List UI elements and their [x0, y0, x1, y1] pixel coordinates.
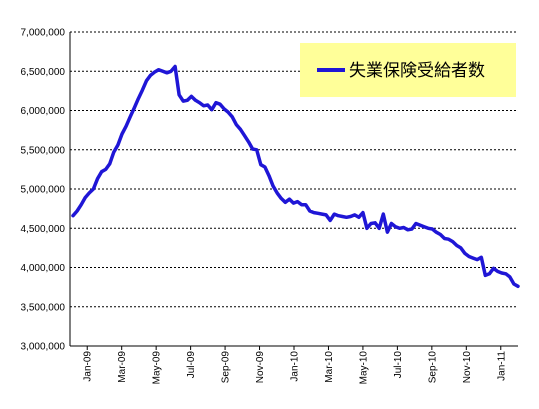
- legend: 失業保険受給者数: [300, 43, 516, 97]
- y-axis-tick-labels: 3,000,000 3,500,000 4,000,000 4,500,000 5,00…: [21, 28, 66, 353]
- y-tick-label: 5,000,000: [21, 185, 66, 196]
- series-group: [71, 64, 520, 289]
- y-tick-label: 4,500,000: [21, 224, 66, 235]
- series-line: [71, 64, 520, 289]
- x-tick-label: Nov-10: [462, 351, 473, 384]
- x-tick-label: Jan-11: [496, 351, 507, 381]
- y-tick-label: 6,000,000: [21, 106, 66, 117]
- x-tick-label: Sep-09: [221, 351, 232, 384]
- x-tick-label: Jan-10: [290, 351, 301, 382]
- y-tick-label: 3,500,000: [21, 302, 66, 313]
- y-tick-label: 6,500,000: [21, 67, 66, 78]
- x-tick-label: Nov-09: [255, 351, 266, 384]
- x-tick-label: Mar-10: [324, 351, 335, 383]
- x-tick-label: Sep-10: [427, 351, 438, 384]
- x-tick-label: Jul-09: [186, 351, 197, 379]
- gridlines: [70, 31, 518, 308]
- y-tick-label: 4,000,000: [21, 263, 66, 274]
- x-tick-label: Jul-10: [393, 351, 404, 379]
- y-tick-label: 7,000,000: [21, 28, 66, 39]
- y-tick-label: 3,000,000: [21, 342, 66, 353]
- y-tick-label: 5,500,000: [21, 145, 66, 156]
- x-axis-ticks: [86, 346, 502, 350]
- x-tick-label: Mar-09: [117, 351, 128, 383]
- x-tick-label: Jan-09: [83, 351, 94, 382]
- legend-label: 失業保険受給者数: [349, 61, 485, 81]
- x-tick-label: May-09: [152, 351, 163, 385]
- x-axis-tick-labels: Jan-09 Mar-09 May-09 Jul-09 Sep-09 Nov-09 Jan-…: [83, 351, 508, 385]
- x-tick-label: May-10: [358, 351, 369, 385]
